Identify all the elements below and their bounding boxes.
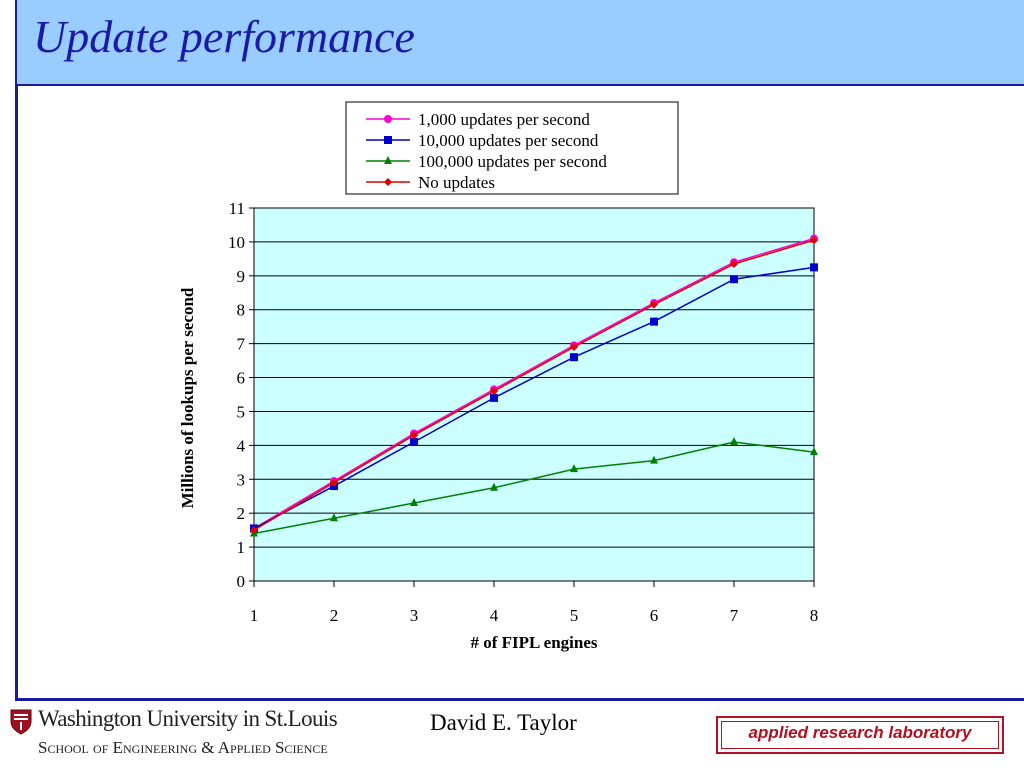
x-tick-label: 6 [650,606,659,625]
series-layer [250,234,818,537]
legend-label-3: 100,000 updates per second [418,152,607,171]
legend-marker-2 [384,136,392,144]
x-tick-label: 7 [730,606,739,625]
lab-badge-inner-border [721,721,999,749]
legend-label-1: 1,000 updates per second [418,110,590,129]
x-axis: 1 2 3 4 5 6 7 8 [250,581,819,625]
data-point-4-8 [810,236,818,245]
data-point-2-6 [650,317,658,326]
shield-icon [10,709,32,735]
data-point-4-4 [490,387,498,396]
data-point-3-5 [570,464,578,473]
data-point-3-4 [490,482,498,491]
x-tick-label: 1 [250,606,259,625]
y-tick-label: 1 [237,538,246,557]
y-tick-label: 3 [237,470,246,489]
school-name: School of Engineering & Applied Science [38,738,328,757]
y-tick-label: 9 [237,267,246,286]
x-tick-label: 2 [330,606,339,625]
data-point-2-7 [730,275,738,284]
legend-marker-1 [384,115,392,123]
legend: 1,000 updates per second 10,000 updates p… [345,101,679,195]
bottom-rule [15,698,1024,701]
data-point-2-8 [810,263,818,272]
series-3 [250,436,818,537]
lab-badge-text: applied research laboratory [748,723,972,742]
author-name: David E. Taylor [430,710,577,735]
data-point-4-6 [650,300,658,309]
x-tick-label: 5 [570,606,579,625]
data-point-4-3 [410,431,418,440]
legend-label-4: No updates [418,173,495,192]
data-point-4-7 [730,259,738,268]
y-axis-label: Millions of lookups per second [178,287,197,508]
data-point-3-6 [650,455,658,464]
legend-entry-4: No updates [366,173,495,192]
legend-marker-4 [384,178,392,186]
data-point-3-2 [330,513,338,522]
y-tick-label: 6 [237,369,246,388]
data-point-4-2 [330,478,338,487]
legend-marker-3 [384,156,392,164]
legend-entry-1: 1,000 updates per second [366,110,590,129]
title-bar: Update performance [15,0,1024,86]
legend-box [345,101,679,195]
data-point-3-7 [730,436,738,445]
series-line-4 [253,239,815,531]
data-point-2-4 [490,393,498,402]
y-tick-label: 5 [237,402,246,421]
data-point-2-3 [410,437,418,446]
legend-entry-2: 10,000 updates per second [366,131,599,150]
data-point-3-8 [810,447,818,456]
series-line-1 [253,237,815,530]
data-point-4-1 [250,526,258,535]
y-tick-label: 11 [229,199,245,218]
y-tick-label: 8 [237,301,246,320]
lab-badge: applied research laboratory [716,716,1004,754]
y-axis: 0 1 2 3 4 5 6 7 8 9 10 11 [228,199,254,591]
y-tick-label: 10 [228,233,245,252]
legend-entry-3: 100,000 updates per second [366,152,607,171]
y-tick-label: 2 [237,504,246,523]
series-4 [250,236,818,535]
data-point-3-3 [410,498,418,507]
series-line-2 [253,266,815,530]
slide-title: Update performance [33,11,415,62]
y-tick-label: 4 [237,436,246,455]
y-tick-label: 0 [237,572,246,591]
data-point-4-5 [570,343,578,352]
x-tick-label: 8 [810,606,819,625]
x-tick-label: 3 [410,606,419,625]
x-axis-label: # of FIPL engines [470,633,597,652]
y-tick-label: 7 [237,335,246,354]
legend-label-2: 10,000 updates per second [418,131,599,150]
series-line-3 [253,441,815,535]
university-logo: Washington University in St.Louis School… [8,706,348,762]
data-point-2-5 [570,353,578,362]
left-rule [15,86,18,698]
university-name: Washington University in St.Louis [38,706,338,731]
x-tick-label: 4 [490,606,499,625]
